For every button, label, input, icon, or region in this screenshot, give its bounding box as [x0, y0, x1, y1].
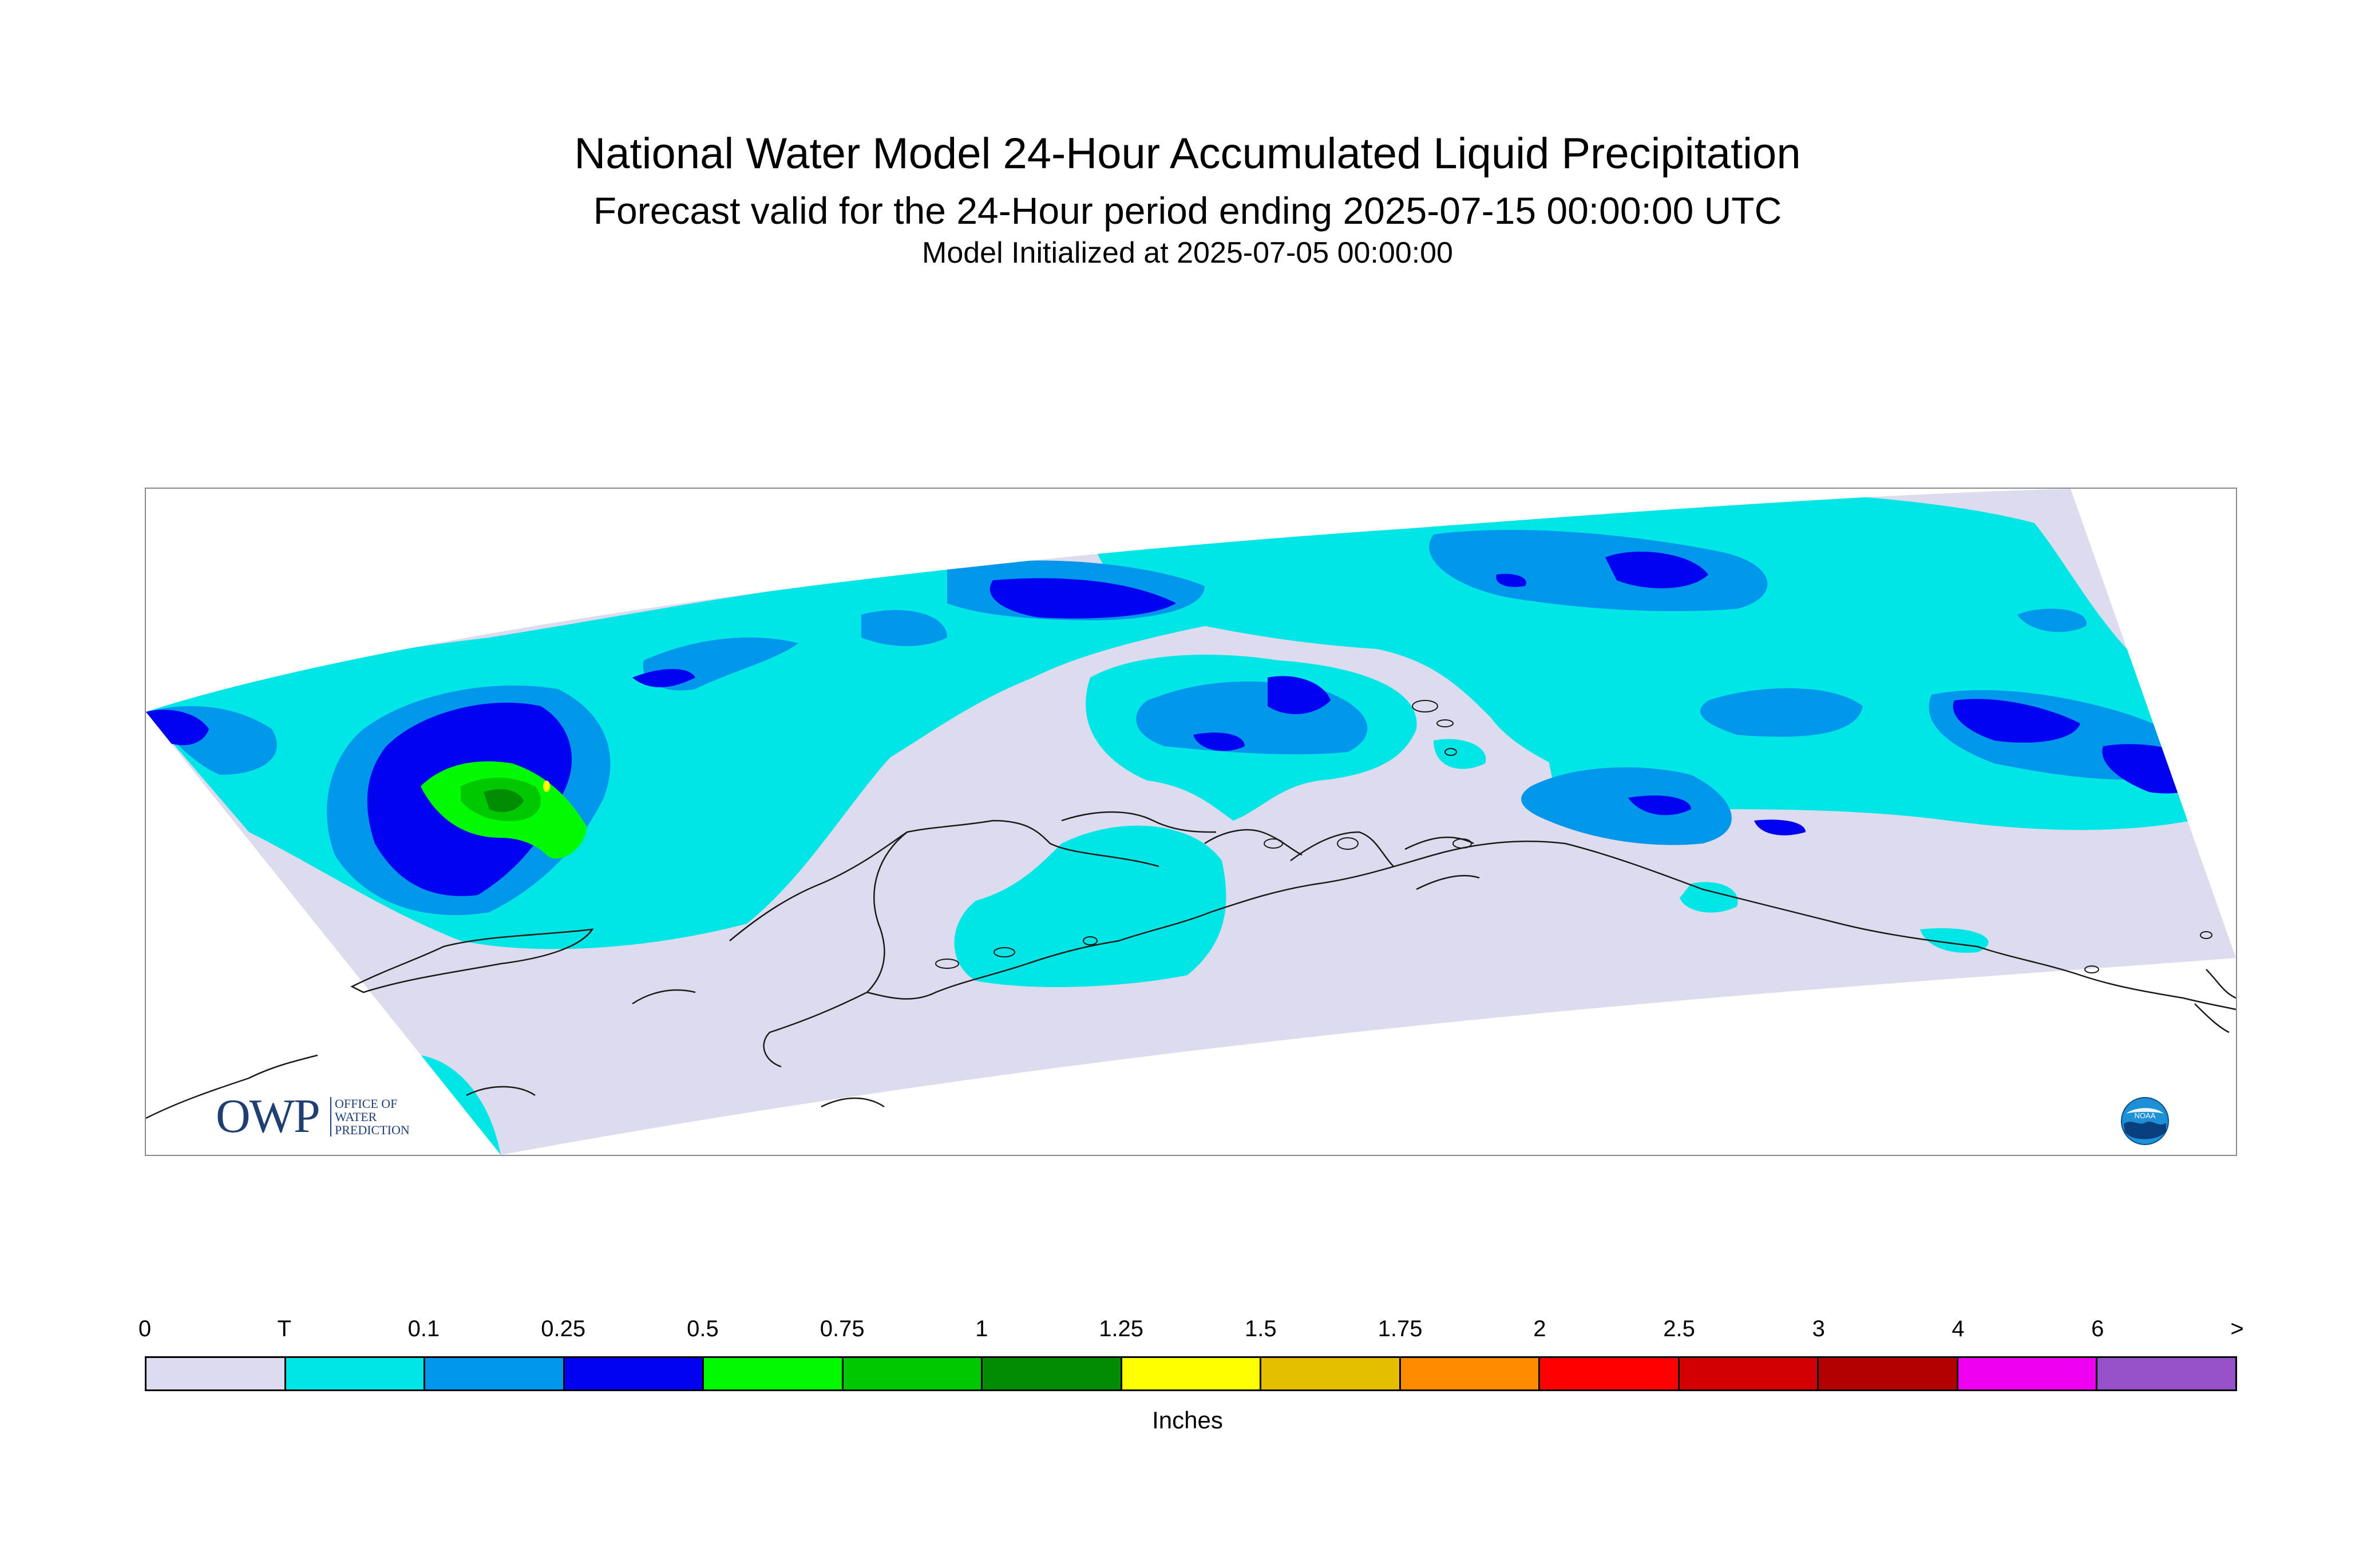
legend-tick: 3: [1812, 1316, 1825, 1341]
color-legend-bar: [145, 1356, 2237, 1391]
legend-tick: 6: [2091, 1316, 2104, 1341]
precip-1-region: [484, 789, 524, 812]
legend-units: Inches: [1152, 1407, 1223, 1434]
legend-swatch: [147, 1358, 286, 1389]
legend-swatch: [1819, 1358, 1958, 1389]
legend-tick: 2: [1533, 1316, 1546, 1341]
legend-tick: 0.75: [820, 1316, 865, 1341]
precipitation-map: OWP OFFICE OF WATER PREDICTION NOAA: [145, 488, 2237, 1156]
legend-tick: 2.5: [1663, 1316, 1695, 1341]
legend-tick: 1.25: [1099, 1316, 1144, 1341]
legend-tick: 1.5: [1245, 1316, 1277, 1341]
legend-tick: 0.25: [541, 1316, 586, 1341]
owp-logo: OWP OFFICE OF WATER PREDICTION: [216, 1092, 433, 1147]
legend-tick: T: [277, 1316, 291, 1341]
owp-letters: OWP: [216, 1090, 320, 1143]
legend-swatch: [1958, 1358, 2098, 1389]
legend-swatch: [704, 1358, 844, 1389]
legend-tick: 0.5: [687, 1316, 719, 1341]
legend-swatch: [1540, 1358, 1680, 1389]
owp-subtext: OFFICE OF WATER PREDICTION: [330, 1097, 432, 1137]
legend-swatch: [564, 1358, 704, 1389]
owp-line-2: WATER: [335, 1110, 377, 1124]
owp-line-3: PREDICTION: [335, 1123, 410, 1137]
legend-tick: >: [2230, 1316, 2244, 1341]
legend-swatch: [1261, 1358, 1401, 1389]
legend-swatch: [425, 1358, 565, 1389]
legend-tick: 4: [1952, 1316, 1965, 1341]
legend-tick: 1: [975, 1316, 988, 1341]
legend-tick: 0: [138, 1316, 152, 1341]
legend-swatch: [983, 1358, 1122, 1389]
legend-swatch: [1679, 1358, 1819, 1389]
legend-tick: 0.1: [407, 1316, 440, 1341]
legend-swatch: [1122, 1358, 1262, 1389]
map-title: National Water Model 24-Hour Accumulated…: [574, 129, 1801, 178]
islands: [935, 700, 2212, 973]
legend-swatch: [1400, 1358, 1541, 1389]
noaa-logo-icon: NOAA: [2121, 1097, 2169, 1145]
precip-1-25-spot: [543, 781, 550, 792]
coastlines: [146, 811, 2236, 1119]
legend-swatch: [286, 1358, 426, 1389]
owp-line-1: OFFICE OF: [335, 1096, 398, 1111]
legend-tick: 1.75: [1378, 1316, 1423, 1341]
legend-tick-labels: 0 T 0.1 0.25 0.5 0.75 1 1.25 1.5 1.75 2 2.5 3 4 6 >: [0, 1316, 2375, 1351]
map-subtitle: Forecast valid for the 24-Hour period en…: [593, 189, 1782, 232]
legend-swatch: [843, 1358, 983, 1389]
noaa-text: NOAA: [2135, 1111, 2156, 1120]
map-canvas: [146, 489, 2236, 1155]
model-init-time: Model Initialized at 2025-07-05 00:00:00: [922, 236, 1453, 270]
legend-swatch: [2097, 1358, 2235, 1389]
